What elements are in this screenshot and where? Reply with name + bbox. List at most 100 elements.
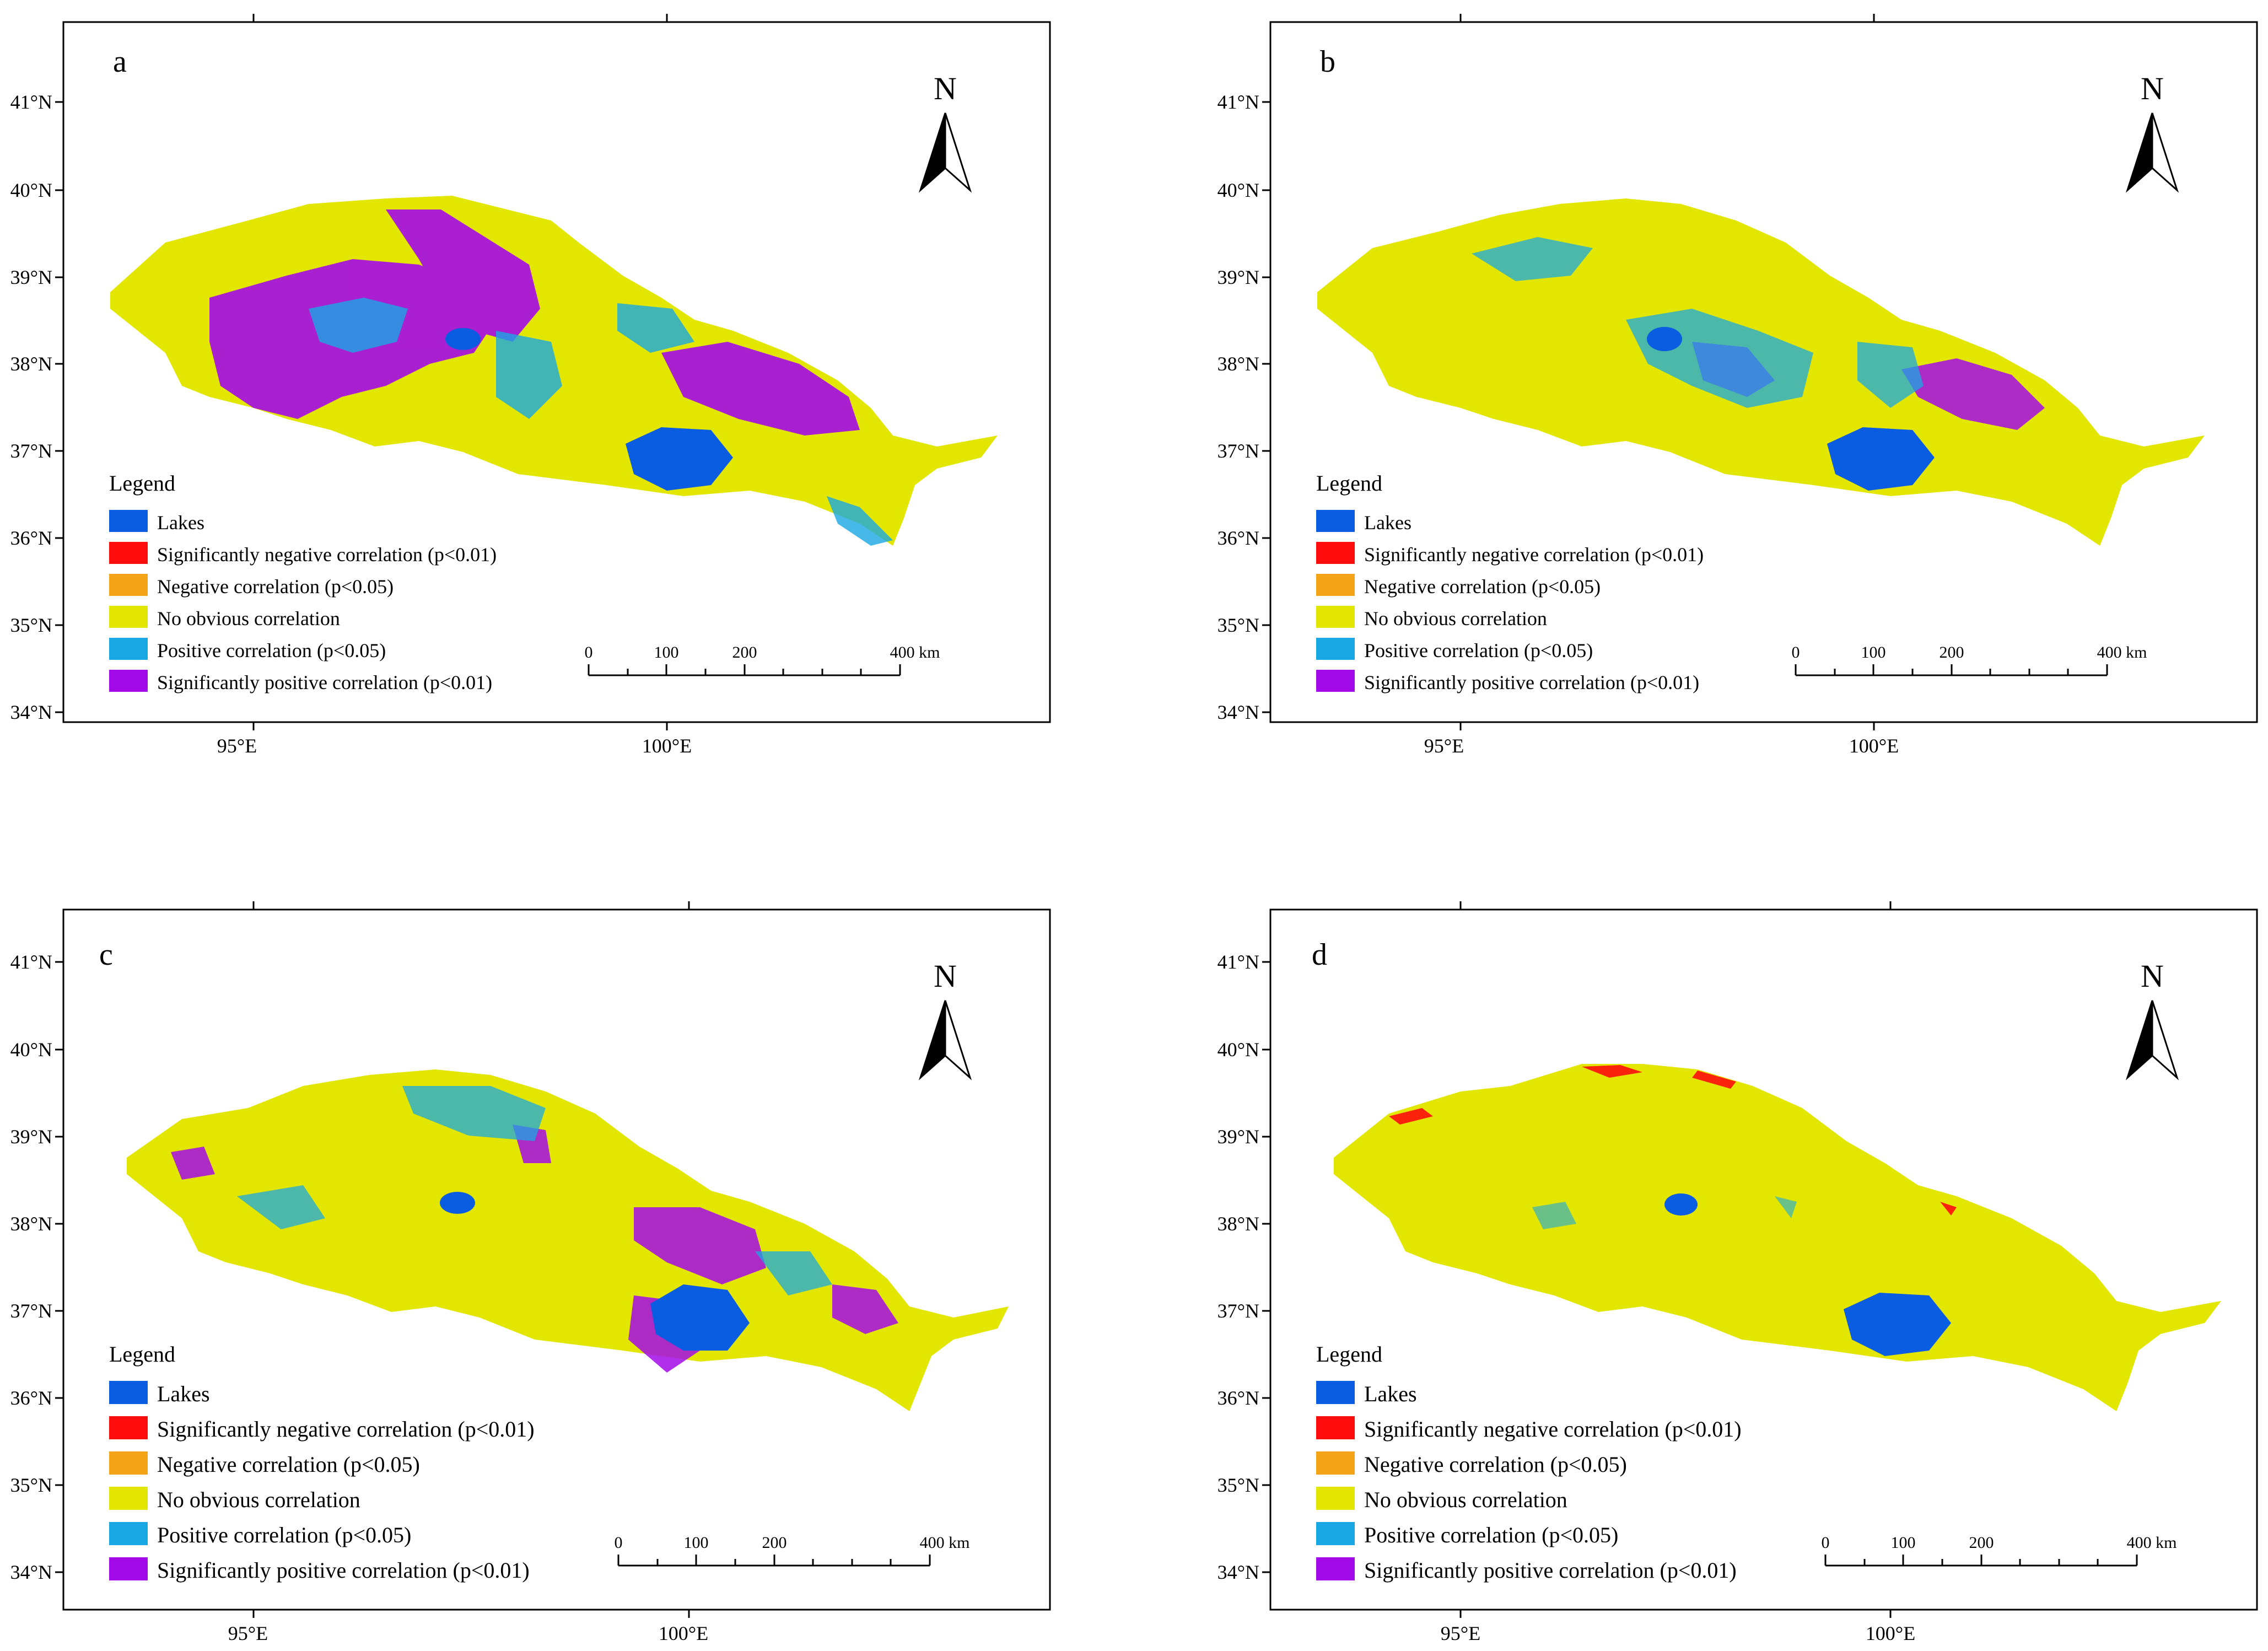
lat-label: 34°N [10,1561,52,1583]
lat-ticks [1262,961,1270,1573]
legend-swatch-pos [1316,638,1355,660]
legend-label: Significantly negative correlation (p<0.… [1364,544,1704,566]
lon-label: 100°E [1849,735,1899,757]
cyan-patch [237,1086,832,1295]
lat-label: 38°N [1217,353,1259,375]
scale-label: 0 [615,1534,623,1552]
lake [445,328,733,491]
legend: Legend Lakes Significantly negative corr… [1316,1342,1742,1583]
lat-label: 39°N [1217,266,1259,288]
lon-label: 100°E [659,1622,708,1644]
lat-label: 36°N [10,1387,52,1409]
north-label: N [2141,71,2164,106]
lat-label: 40°N [10,179,52,201]
lat-label: 41°N [10,951,52,973]
legend-label: Significantly negative correlation (p<0.… [157,1417,535,1442]
scale-label: 0 [1822,1534,1830,1552]
lon-label: 100°E [642,735,692,757]
lat-label: 36°N [1217,527,1259,549]
legend-label: Lakes [1364,1381,1417,1406]
legend-swatch-pos [109,638,148,660]
legend-label: Significantly positive correlation (p<0.… [157,671,492,693]
lon-label: 95°E [228,1622,268,1644]
study-region [127,1069,1009,1411]
legend-label: Lakes [1364,512,1412,534]
lon-label: 95°E [217,735,257,757]
scale-label: 100 [684,1534,709,1552]
legend-swatch-pos-strong [109,1557,148,1580]
panel-b: 41°N 40°N 39°N 38°N 37°N 36°N 35°N 34°N … [1217,14,2258,757]
legend-swatch-pos [1316,1522,1355,1545]
cyan-patch [1532,1196,1797,1229]
lat-label: 40°N [10,1039,52,1061]
legend-label: Significantly negative correlation (p<0.… [157,544,497,566]
legend-swatch-pos-strong [1316,670,1355,692]
lat-label: 40°N [1217,179,1259,201]
lat-label: 39°N [10,266,52,288]
scale-label: 200 [762,1534,787,1552]
legend-swatch-none [1316,1487,1355,1510]
scale-label: 0 [1792,643,1800,662]
legend-swatch-pos-strong [109,670,148,692]
lat-label: 37°N [1217,440,1259,462]
legend-swatch-lakes [1316,1381,1355,1404]
study-region [1334,1064,2221,1411]
legend-label: No obvious correlation [157,607,340,630]
lat-label: 34°N [1217,1561,1259,1583]
scale-label: 100 [1891,1534,1916,1552]
lat-label: 38°N [1217,1213,1259,1235]
legend-swatch-neg [1316,1451,1355,1475]
scale-bar: 0 100 200 400 km [1822,1534,2177,1567]
lat-label: 41°N [10,91,52,113]
legend: Legend Lakes Significantly negative corr… [1316,471,1704,693]
cyan-patch [309,298,893,546]
legend-label: Significantly positive correlation (p<0.… [157,1558,530,1583]
scale-bar: 0 100 200 400 km [1792,643,2147,676]
panel-label: a [113,45,127,79]
panel-label: c [99,938,113,972]
lat-label: 40°N [1217,1039,1259,1061]
legend-swatch-neg-strong [109,1416,148,1439]
north-label: N [934,71,957,106]
legend-label: Lakes [157,1381,210,1406]
legend-title: Legend [109,471,175,496]
legend: Legend Lakes Significantly negative corr… [109,1342,535,1583]
lat-label: 35°N [10,614,52,636]
lat-label: 36°N [1217,1387,1259,1409]
red-edge [1389,1065,1957,1216]
scale-label: 400 km [890,643,940,662]
legend-swatch-lakes [109,1381,148,1404]
scale-label: 400 km [2097,643,2147,662]
scale-label: 400 km [2127,1534,2177,1552]
panel-label: d [1312,938,1327,972]
lat-label: 41°N [1217,91,1259,113]
legend-swatch-neg [109,574,148,596]
lat-label: 34°N [10,701,52,723]
panel-c: 41°N 40°N 39°N 38°N 37°N 36°N 35°N 34°N … [10,901,1051,1644]
lat-label: 36°N [10,527,52,549]
study-region [110,196,998,546]
legend-title: Legend [1316,1342,1382,1367]
lat-ticks [55,101,63,713]
north-arrow: N [2125,958,2179,1080]
legend-swatch-neg-strong [1316,1416,1355,1439]
lat-label: 37°N [10,440,52,462]
north-label: N [934,958,957,994]
legend-label: Positive correlation (p<0.05) [157,1523,411,1547]
lat-label: 39°N [1217,1126,1259,1148]
legend-label: Negative correlation (p<0.05) [157,576,394,598]
scale-label: 0 [585,643,593,662]
legend-label: Positive correlation (p<0.05) [157,639,386,662]
legend-label: Negative correlation (p<0.05) [157,1452,420,1477]
lat-label: 41°N [1217,951,1259,973]
legend-title: Legend [109,1342,175,1367]
lake [440,1192,750,1351]
legend-label: Significantly positive correlation (p<0.… [1364,1558,1737,1583]
lat-label: 37°N [10,1300,52,1322]
scale-label: 200 [732,643,757,662]
legend-swatch-none [109,606,148,628]
study-region [1317,198,2205,546]
legend-label: Negative correlation (p<0.05) [1364,576,1601,598]
